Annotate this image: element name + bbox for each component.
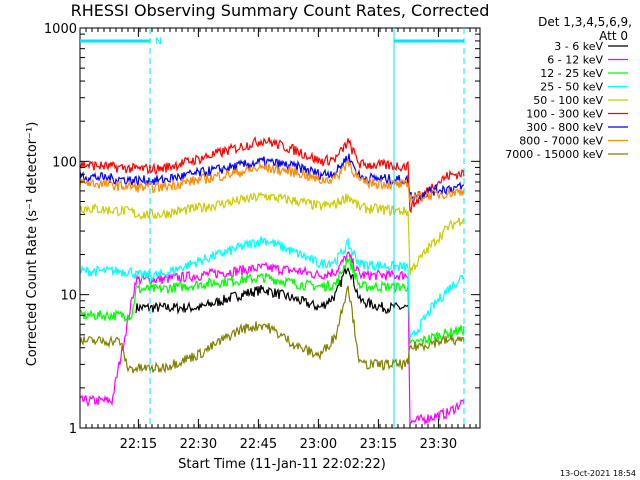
legend-label-50-100-kev: 50 - 100 keV [533,94,603,107]
attenuator-annotation: N [80,28,465,428]
plot-frame [79,27,481,429]
series-line-300-800-kev [79,153,465,203]
x-tick-label: 22:30 [180,437,217,452]
annotation-label: N [155,37,162,47]
legend-label-100-300-kev: 100 - 300 keV [526,108,603,121]
legend-label-3-6-kev: 3 - 6 keV [554,40,603,53]
x-axis-label: Start Time (11-Jan-11 22:02:22) [178,457,386,472]
series-line-7000-15000-kev [79,285,465,374]
footer-timestamp: 13-Oct-2021 18:54 [560,469,636,478]
legend-header-detectors: Det 1,3,4,5,6,9, [538,15,632,29]
legend-label-300-800-kev: 300 - 800 keV [526,121,603,134]
y-tick-label: 100 [52,155,77,170]
y-tick-label: 1000 [44,22,77,37]
series-layer [79,135,465,426]
y-tick-label: 1 [69,422,77,437]
series-line-50-100-kev [79,191,465,276]
legend-label-12-25-kev: 12 - 25 keV [540,67,603,80]
legend-label-6-12-kev: 6 - 12 keV [547,54,603,67]
x-tick-label: 22:15 [120,437,157,452]
legend-label-25-50-kev: 25 - 50 keV [540,81,603,94]
y-axis-label: Corrected Count Rate (s⁻¹ detector⁻¹) [25,122,40,367]
series-line-100-300-kev [79,135,465,214]
series-line-800-7000-kev [79,158,465,204]
x-tick-label: 22:45 [240,437,277,452]
series-line-3-6-kev [135,267,409,315]
y-tick-label: 10 [60,289,77,304]
x-tick-label: 23:30 [420,437,457,452]
x-tick-label: 23:00 [300,437,337,452]
series-line-6-12-kev [79,251,465,426]
legend-label-800-7000-kev: 800 - 7000 keV [519,135,603,148]
series-line-12-25-kev [79,256,465,346]
x-tick-label: 23:15 [360,437,397,452]
legend-label-7000-15000-kev: 7000 - 15000 keV [505,148,603,161]
series-line-25-50-kev [79,236,465,339]
chart-title: RHESSI Observing Summary Count Rates, Co… [71,1,490,20]
axes: 1 10 100 1000 22:15 22:30 22:45 23:00 23:15 23:30 [44,22,481,452]
legend-header-attenuator: Att 0 [599,29,628,43]
